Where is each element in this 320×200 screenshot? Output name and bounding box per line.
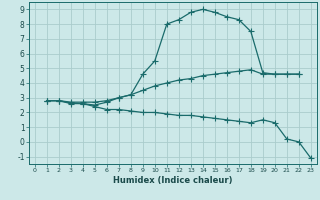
X-axis label: Humidex (Indice chaleur): Humidex (Indice chaleur): [113, 176, 233, 185]
